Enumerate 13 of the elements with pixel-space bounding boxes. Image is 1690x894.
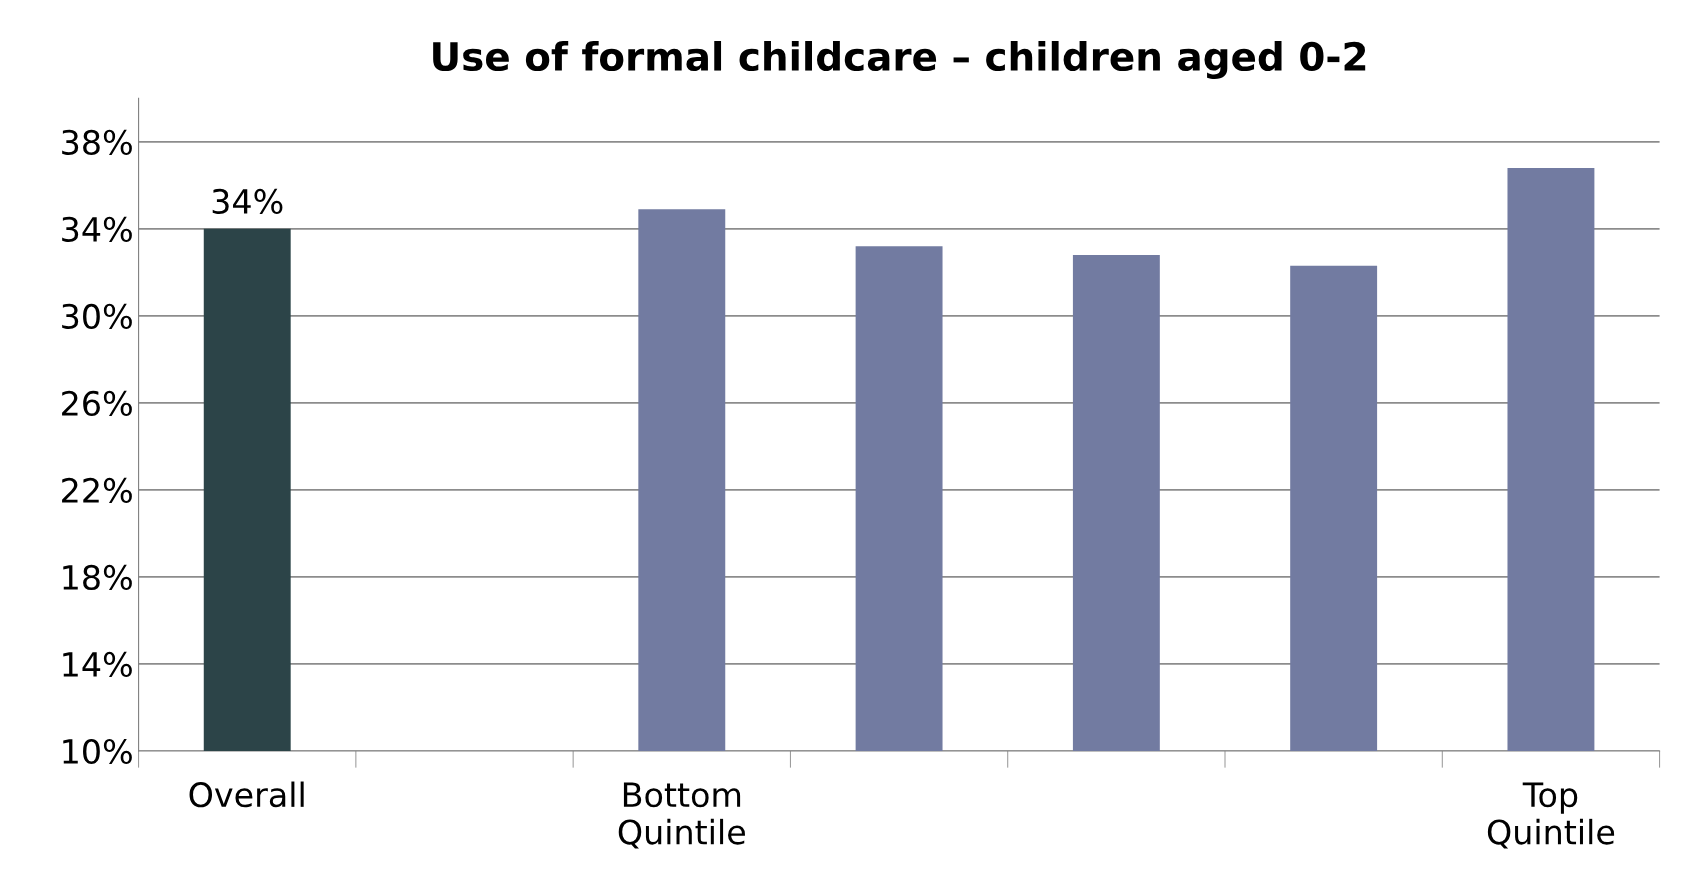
y-tick-label: 10% [63, 738, 132, 765]
y-tick-label: 38% [62, 129, 132, 155]
y-tick-label: 30% [62, 303, 132, 330]
y-tick-label: 18% [63, 564, 132, 591]
y-tick-label: 14% [63, 651, 132, 678]
y-tick-label: 34% [62, 216, 132, 242]
x-tick-label: Overall [189, 781, 304, 808]
x-tick-label: Top Quintile [1487, 782, 1615, 849]
x-tick-label: Bottom Quintile [618, 782, 745, 849]
y-tick-label: 22% [62, 477, 132, 504]
chart-title: Use of formal childcare – children aged 0-2 [433, 41, 1366, 79]
y-tick-label: 26% [62, 390, 132, 417]
data-label: 34% [212, 188, 283, 215]
